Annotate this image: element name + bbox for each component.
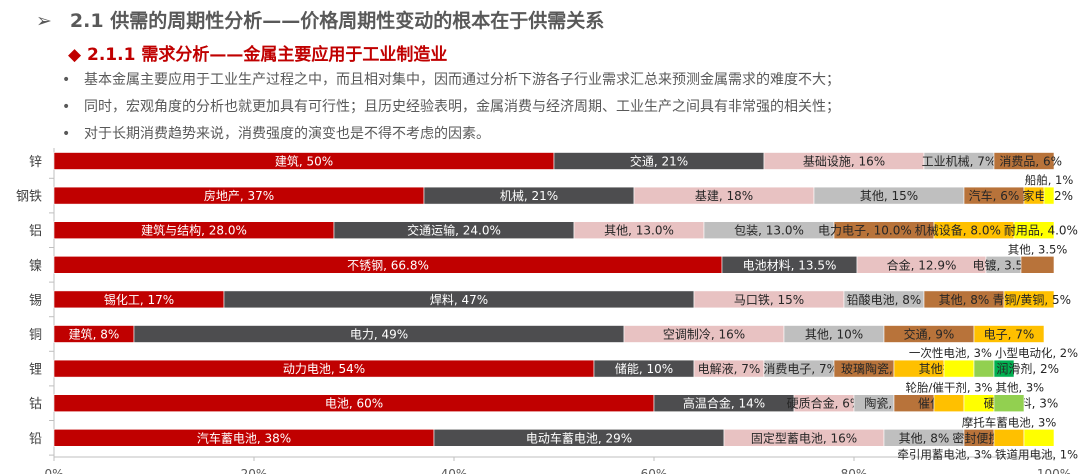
subsection-title-text: 2.1.1 需求分析——金属主要应用于工业制造业 (87, 45, 448, 65)
segment-label: 电镀, 3.5% (972, 258, 1034, 272)
segment-label: 建筑与结构, 28.0% (141, 223, 247, 238)
arrow-bullet-icon: ➢ (36, 10, 52, 32)
segment-label: 合金, 12.9% (887, 257, 957, 272)
segment-label-callout: 摩托车蓄电池, 3% (962, 415, 1057, 429)
y-category-label: 钢铁 (16, 190, 42, 205)
segment-label: 耐用品, 4.0% (1004, 224, 1078, 238)
segment-label: 电动车蓄电池, 29% (526, 430, 632, 445)
segment-label: 消费品, 6% (999, 155, 1062, 169)
segment-label: 其他, 10% (805, 328, 863, 342)
segment-label: 基建, 18% (695, 189, 753, 203)
bar-segment (993, 359, 1015, 378)
bar-segment (1003, 290, 1055, 309)
bullet-text: 对于长期消费趋势来说，消费强度的演变也是不得不考虑的因素。 (84, 126, 490, 142)
bar-segment (933, 394, 965, 413)
segment-label: 电池, 60% (325, 397, 383, 411)
segment-label-callout: 铁道用电池, 1% (995, 447, 1078, 461)
x-tick-label: 100% (1037, 467, 1071, 474)
segment-label: 储能, 10% (615, 361, 673, 376)
segment-label: 交通运输, 24.0% (407, 223, 501, 238)
segment-label: 空调制冷, 16% (663, 328, 745, 342)
segment-label: 基础设施, 16% (803, 155, 885, 169)
segment-label: 马口铁, 15% (734, 293, 804, 307)
bar-segment (1020, 255, 1055, 274)
segment-label-callout: 轮胎/催干剂, 3% (906, 381, 993, 395)
segment-label: 其他, 8% (939, 293, 990, 307)
x-tick-label: 80% (841, 467, 868, 474)
segment-label: 包装, 13.0% (734, 224, 804, 238)
segment-label: 固定型蓄电池, 16% (751, 430, 857, 445)
segment-label: 润滑剂, 2% (996, 361, 1059, 376)
segment-label: 电解液, 7% (698, 361, 761, 376)
bar-segment (1043, 186, 1055, 205)
section-title: ➢ 2.1 供需的周期性分析——价格周期性变动的根本在于供需关系 (36, 6, 604, 33)
y-category-label: 铜 (29, 328, 42, 343)
segment-label: 锡化工, 17% (104, 292, 174, 307)
segment-label: 高温合金, 14% (683, 396, 765, 411)
bar-segment (943, 359, 975, 378)
bullet-item: • 对于长期消费趋势来说，消费强度的演变也是不得不考虑的因素。 (62, 126, 490, 142)
segment-label: 焊料, 47% (430, 292, 488, 307)
bullet-text: 同时，宏观角度的分析也就更加具有可行性；且历史经验表明，金属消费与经济周期、工业… (84, 99, 840, 115)
segment-label: 其他, 13.0% (604, 224, 674, 238)
y-category-label: 铝 (29, 224, 42, 239)
x-tick-label: 40% (441, 467, 468, 474)
segment-label: 机械, 21% (500, 188, 558, 203)
segment-label: 建筑, 8% (69, 327, 120, 342)
bullet-list: • 基本金属主要应用于工业生产过程之中，而且相对集中，因而通过分析下游各子行业需求… (62, 70, 840, 151)
bullet-text: 基本金属主要应用于工业生产过程之中，而且相对集中，因而通过分析下游各子行业需求汇… (84, 72, 840, 88)
x-tick-label: 60% (641, 467, 668, 474)
segment-label: 汽车, 6% (969, 188, 1020, 203)
segment-label: 其他, 8% (899, 431, 950, 445)
y-category-label: 锡 (29, 293, 42, 308)
diamond-bullet-icon: ◆ (68, 45, 82, 65)
y-category-label: 铅 (29, 432, 42, 447)
segment-label: 硬质合金, 6% (787, 396, 862, 411)
y-category-label: 钴 (29, 397, 42, 412)
bar-segment (993, 428, 1025, 447)
y-category-label: 锌 (29, 155, 42, 170)
segment-label-callout: 一次性电池, 3% (909, 346, 992, 360)
segment-label-callout: 其他, 3% (996, 381, 1045, 395)
segment-label: 铅酸电池, 8% (847, 292, 922, 307)
bullet-item: • 基本金属主要应用于工业生产过程之中，而且相对集中，因而通过分析下游各子行业需求… (62, 72, 840, 88)
bullet-item: • 同时，宏观角度的分析也就更加具有可行性；且历史经验表明，金属消费与经济周期、工… (62, 99, 840, 115)
segment-label: 交通, 21% (630, 154, 688, 169)
x-tick-label: 20% (241, 467, 268, 474)
subsection-title: ◆ 2.1.1 需求分析——金属主要应用于工业制造业 (68, 40, 447, 65)
segment-label: 房地产, 37% (204, 188, 274, 203)
bar-segment (973, 325, 1045, 343)
y-category-label: 锂 (29, 363, 42, 378)
y-category-label: 镍 (29, 259, 42, 274)
segment-label: 电池材料, 13.5% (743, 258, 837, 272)
segment-label: 电力, 49% (350, 328, 408, 342)
segment-label: 交通, 9% (904, 327, 955, 342)
segment-label: 汽车蓄电池, 38% (197, 430, 291, 445)
bar-segment (1013, 221, 1055, 239)
bar-segment (1023, 428, 1055, 447)
bar-segment (973, 359, 995, 378)
segment-label: 动力电池, 54% (283, 362, 365, 376)
segment-label: 机械设备, 8.0% (915, 223, 1001, 238)
segment-label: 电子, 7% (984, 328, 1035, 342)
segment-label-callout: 其他, 3.5% (1008, 242, 1068, 256)
segment-label: 工业机械, 7% (922, 154, 997, 169)
segment-label-callout: 小型电动化, 2% (995, 346, 1078, 360)
segment-label: 其他, 15% (860, 189, 918, 203)
segment-label-callout: 牵引用蓄电池, 3% (897, 447, 992, 461)
segment-label: 不锈钢, 66.8% (347, 258, 429, 272)
x-tick-label: 0% (44, 467, 63, 474)
segment-label: 青铜/黄铜, 5% (992, 292, 1071, 307)
bar-segment (993, 394, 1025, 413)
segment-label: 建筑, 50% (275, 154, 333, 169)
bar-segment (993, 152, 1055, 170)
section-title-text: 2.1 供需的周期性分析——价格周期性变动的根本在于供需关系 (69, 10, 605, 32)
segment-label-callout: 船舶, 1% (1025, 173, 1074, 187)
segment-label: 电力电子, 10.0% (818, 224, 912, 238)
segment-label: 消费电子, 7% (763, 362, 838, 376)
